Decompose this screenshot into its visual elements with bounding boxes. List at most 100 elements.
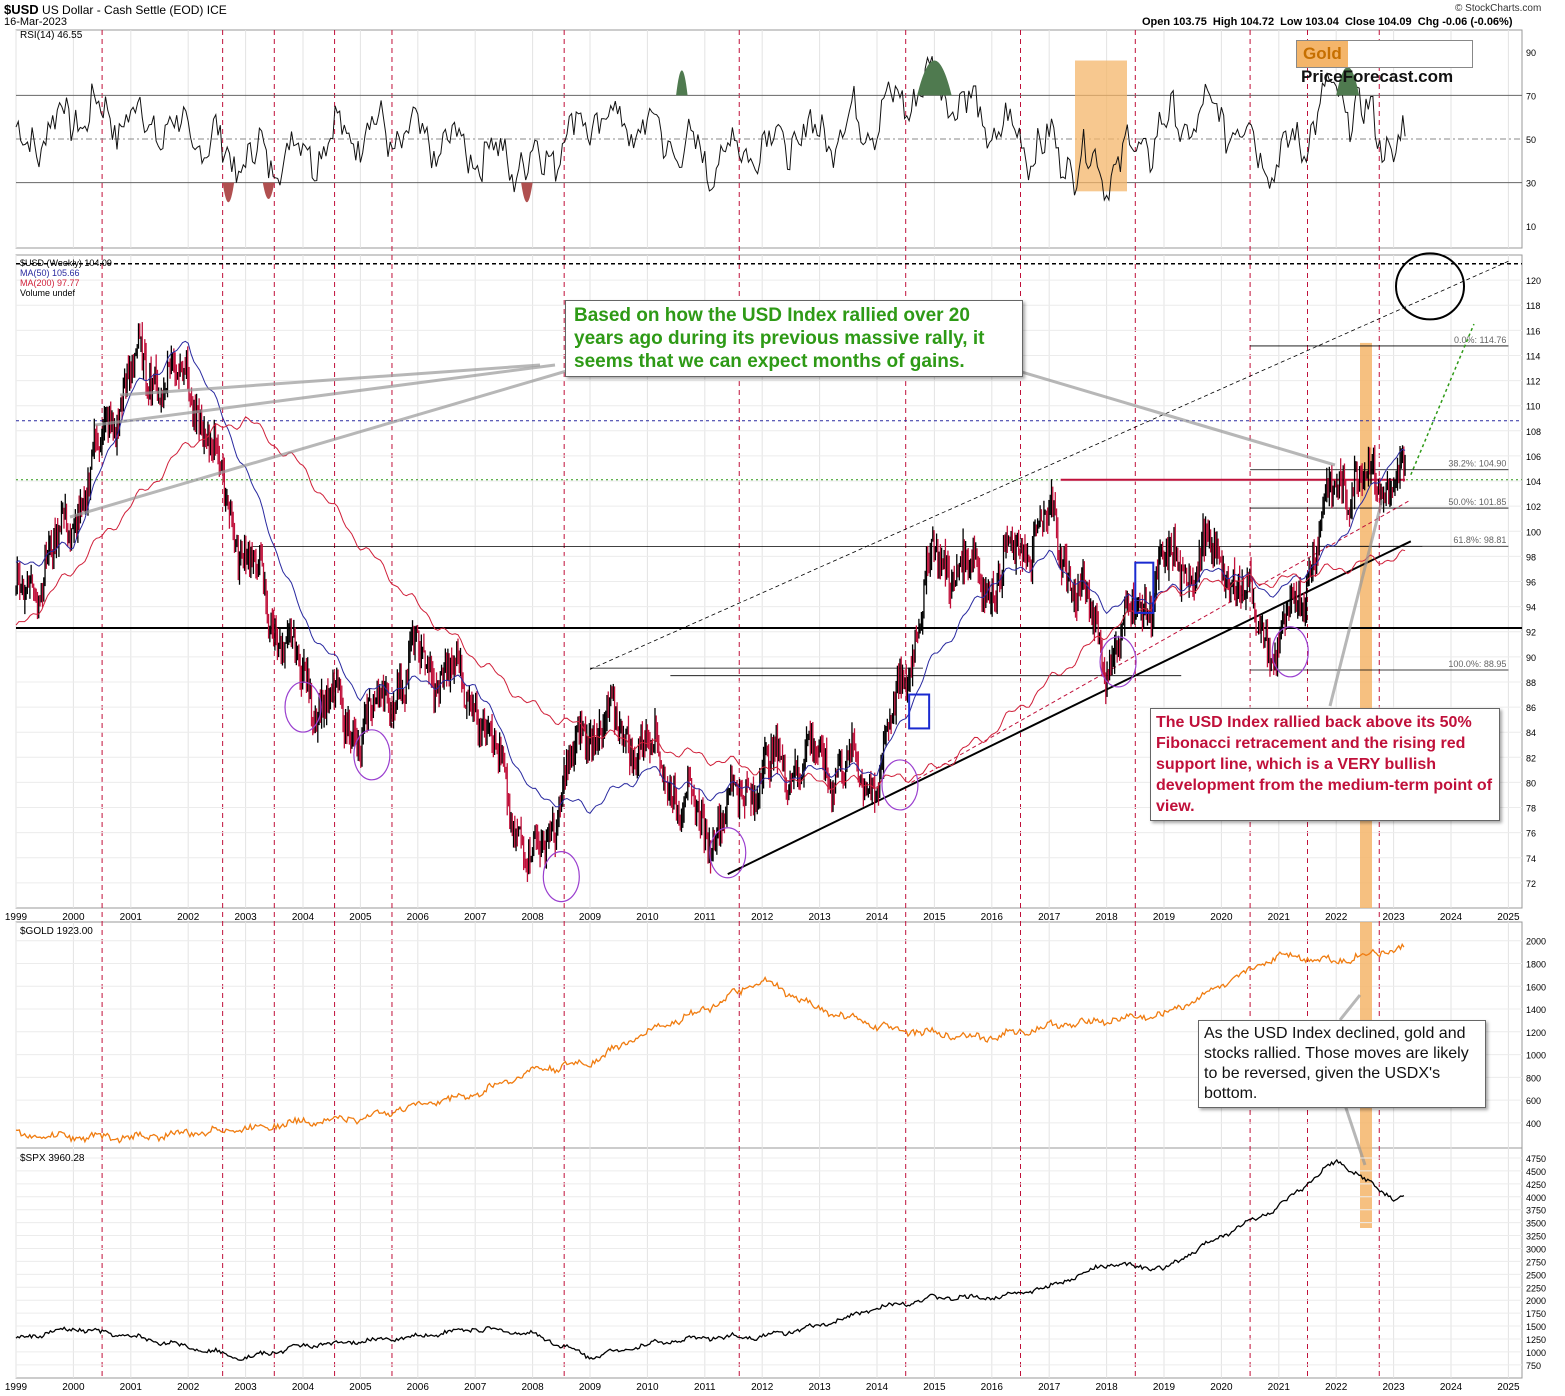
rsi-fill-low xyxy=(262,182,275,199)
spx-tick-label: 1750 xyxy=(1526,1309,1546,1319)
gold-tick-label: 400 xyxy=(1526,1119,1541,1129)
x-tick-label: 2008 xyxy=(521,1382,544,1393)
site-logo[interactable]: GoldPriceForecast.com xyxy=(1296,40,1473,86)
fib-label: 0.0%: 114.76 xyxy=(1454,335,1506,345)
annotation-pointer xyxy=(1338,994,1362,1021)
x-tick-label: 2009 xyxy=(579,1382,602,1393)
gold-tick-label: 1000 xyxy=(1526,1051,1546,1061)
x-tick-label: 2024 xyxy=(1440,912,1463,923)
spx-tick-label: 2250 xyxy=(1526,1283,1546,1293)
x-tick-label: 2025 xyxy=(1497,1382,1520,1393)
x-tick-label: 1999 xyxy=(5,1382,28,1393)
ma200-legend: MA(200) 97.77 xyxy=(20,278,80,288)
header: $USD US Dollar - Cash Settle (EOD) ICE xyxy=(4,2,227,17)
usd-tick-label: 110 xyxy=(1526,402,1540,412)
x-tick-label: 2017 xyxy=(1038,1382,1061,1393)
usd-tick-label: 84 xyxy=(1526,728,1536,738)
fib-label: 50.0%: 101.85 xyxy=(1448,497,1506,507)
x-tick-label: 2025 xyxy=(1497,912,1520,923)
x-tick-label: 2014 xyxy=(866,1382,889,1393)
usd-highlight-bar xyxy=(1360,342,1372,909)
fib-label: 38.2%: 104.90 xyxy=(1448,459,1506,469)
x-tick-label: 2011 xyxy=(694,912,716,923)
annotation-pointer xyxy=(1328,499,1384,707)
x-tick-label: 1999 xyxy=(5,912,28,923)
usd-tick-label: 76 xyxy=(1526,829,1536,839)
x-tick-label: 2000 xyxy=(62,912,85,923)
spx-tick-label: 3000 xyxy=(1526,1244,1546,1254)
spx-tick-label: 2000 xyxy=(1526,1296,1546,1306)
bottom-circle xyxy=(542,851,580,903)
gold-tick-label: 1400 xyxy=(1526,1005,1546,1015)
spx-tick-label: 2750 xyxy=(1526,1257,1546,1267)
usd-tick-label: 104 xyxy=(1526,477,1541,487)
spx-panel xyxy=(15,1147,1523,1379)
x-tick-label: 2003 xyxy=(234,1382,257,1393)
fib-label: 100.0%: 88.95 xyxy=(1448,659,1506,669)
rsi-legend-text: RSI(14) 46.55 xyxy=(20,30,83,41)
usd-tick-label: 98 xyxy=(1526,552,1536,562)
target-circle xyxy=(1395,252,1465,321)
spx-tick-label: 750 xyxy=(1526,1361,1541,1371)
x-tick-label: 2008 xyxy=(521,912,544,923)
x-tick-label: 2023 xyxy=(1382,1382,1405,1393)
gold-legend: $GOLD 1923.00 xyxy=(20,926,93,937)
copyright: © StockCharts.com xyxy=(1455,3,1542,14)
x-tick-label: 2004 xyxy=(292,912,315,923)
spx-line xyxy=(15,1158,1405,1361)
symbol: $USD xyxy=(4,2,39,17)
fib-label: 61.8%: 98.81 xyxy=(1453,535,1506,545)
gold-tick-label: 800 xyxy=(1526,1073,1541,1083)
gold-tick-label: 1600 xyxy=(1526,982,1546,992)
exchange: ICE xyxy=(206,3,227,17)
usd-tick-label: 114 xyxy=(1526,351,1540,361)
x-tick-label: 2000 xyxy=(62,1382,85,1393)
x-tick-label: 2018 xyxy=(1095,912,1118,923)
x-tick-label: 2010 xyxy=(636,912,659,923)
x-tick-label: 2020 xyxy=(1210,912,1233,923)
blue-box xyxy=(1134,561,1155,614)
usd-tick-label: 120 xyxy=(1526,276,1541,286)
spx-tick-label: 1000 xyxy=(1526,1348,1546,1358)
usd-tick-label: 94 xyxy=(1526,603,1536,613)
usd-tick-label: 96 xyxy=(1526,578,1536,588)
spx-tick-label: 4000 xyxy=(1526,1193,1546,1203)
red-support-line xyxy=(911,499,1412,783)
x-tick-label: 2021 xyxy=(1268,1382,1291,1393)
ma50-line xyxy=(15,340,1406,814)
x-tick-label: 2022 xyxy=(1325,1382,1348,1393)
bottom-circle xyxy=(1271,626,1309,678)
gold-tick-label: 1200 xyxy=(1526,1028,1546,1038)
x-tick-label: 2017 xyxy=(1038,912,1061,923)
bottom-circle xyxy=(881,759,919,811)
x-tick-label: 2004 xyxy=(292,1382,315,1393)
x-tick-label: 2012 xyxy=(751,912,774,923)
x-tick-label: 2006 xyxy=(407,912,430,923)
usd-tick-label: 82 xyxy=(1526,753,1536,763)
ma50-legend: MA(50) 105.66 xyxy=(20,268,80,278)
gold-tick-label: 2000 xyxy=(1526,937,1546,947)
bottom-circle xyxy=(284,681,322,733)
annotation-pointer xyxy=(69,368,571,519)
rsi-fill-low xyxy=(222,182,235,203)
usd-tick-label: 74 xyxy=(1526,854,1536,864)
instrument-name: US Dollar - Cash Settle (EOD) xyxy=(42,3,204,17)
usd-tick-label: 90 xyxy=(1526,653,1536,663)
x-tick-label: 2011 xyxy=(694,1382,716,1393)
x-tick-label: 2021 xyxy=(1268,912,1291,923)
rsi-tick-label: 30 xyxy=(1526,179,1536,189)
usd-tick-label: 88 xyxy=(1526,678,1536,688)
spx-tick-label: 4500 xyxy=(1526,1167,1546,1177)
ma200-line xyxy=(15,416,1406,791)
rsi-tick-label: 10 xyxy=(1526,222,1536,232)
x-tick-label: 2014 xyxy=(866,912,889,923)
spx-tick-label: 3500 xyxy=(1526,1219,1546,1229)
spx-legend: $SPX 3960.28 xyxy=(20,1153,85,1164)
rsi-fill-high xyxy=(676,70,688,96)
gold-line xyxy=(15,942,1405,1144)
usd-tick-label: 86 xyxy=(1526,703,1536,713)
x-tick-label: 2012 xyxy=(751,1382,774,1393)
usd-tick-label: 112 xyxy=(1526,377,1540,387)
spx-tick-label: 4250 xyxy=(1526,1180,1546,1190)
